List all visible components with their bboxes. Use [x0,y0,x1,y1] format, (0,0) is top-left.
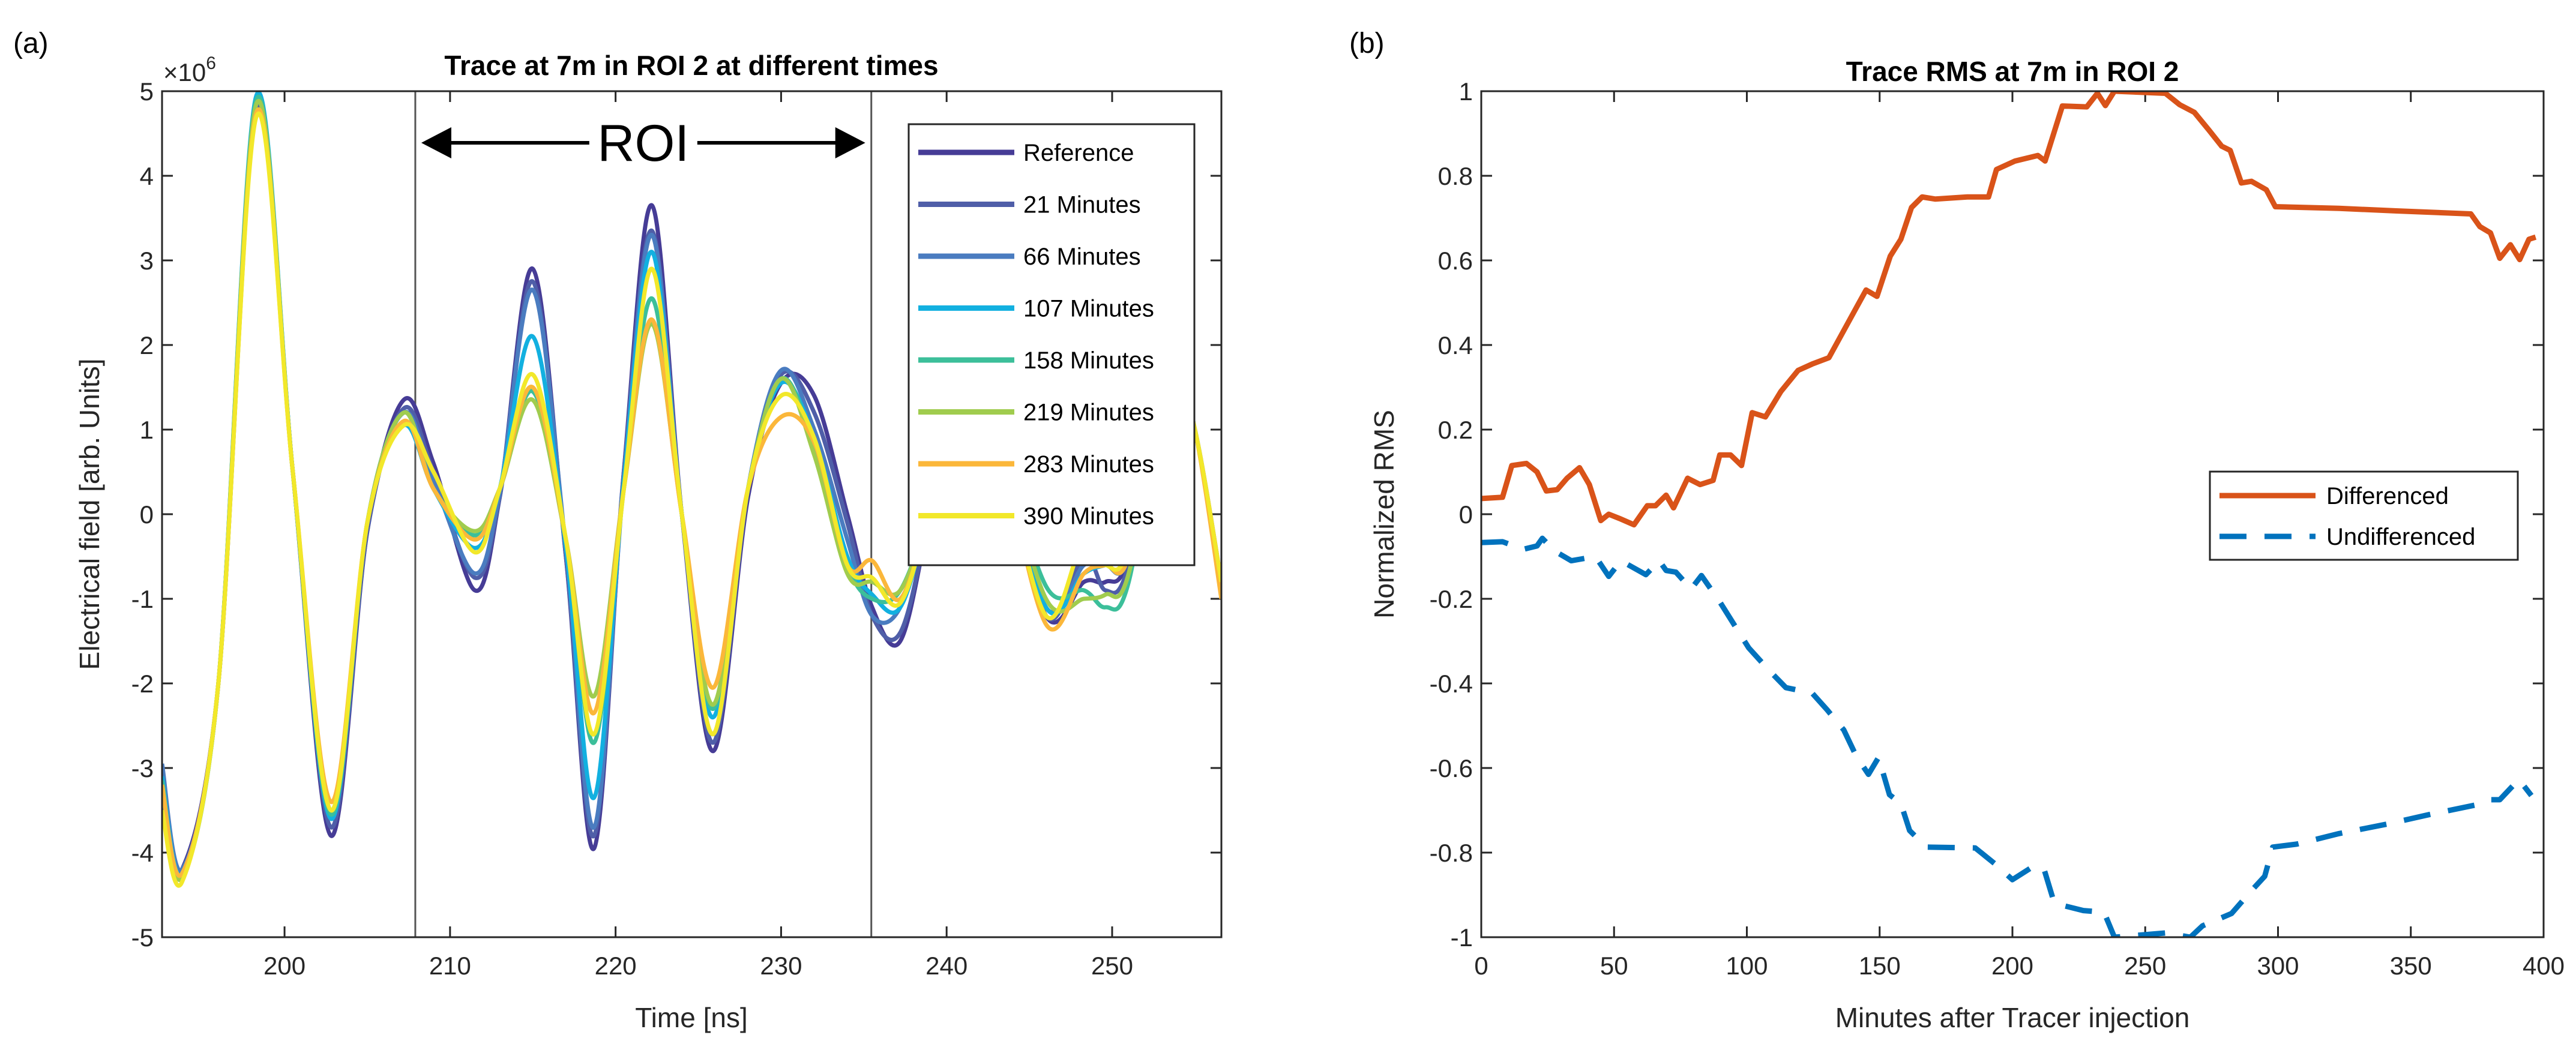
y-tick-label-a: -5 [131,923,154,952]
y-tick-label-b: -0.4 [1430,670,1473,698]
roi-arrow-right-head-icon [835,127,865,159]
x-tick-label-b: 100 [1726,952,1768,980]
x-tick-label-b: 300 [2257,952,2299,980]
y-tick-label-b: -0.8 [1430,839,1473,867]
y-tick-label-b: 0.6 [1438,247,1473,275]
x-tick-label-b: 50 [1600,952,1628,980]
y-tick-label-a: -3 [131,754,154,782]
series-group-b [1481,91,2537,937]
legend-label: Undifferenced [2326,524,2475,550]
x-tick-label-a: 250 [1091,952,1133,980]
legend-label: 390 Minutes [1023,503,1154,530]
y-tick-label-a: -2 [131,670,154,698]
y-tick-label-a: 2 [140,331,154,359]
roi-arrow-left-head-icon [421,127,451,159]
y-tick-label-b: 0.2 [1438,416,1473,444]
x-tick-label-b: 350 [2390,952,2432,980]
panel-label-b: (b) [1349,28,1385,59]
y-tick-label-b: 0.4 [1438,331,1473,359]
x-tick-label-a: 220 [595,952,637,980]
y-multiplier-base: ×10 [163,58,206,86]
legend-label: Differenced [2326,483,2449,509]
legend-label: 66 Minutes [1023,244,1141,270]
x-tick-label-a: 200 [263,952,305,980]
legend-label: 21 Minutes [1023,192,1141,218]
y-tick-label-b: -0.6 [1430,754,1473,782]
legend-a: Reference 21 Minutes 66 Minutes 107 Minutes… [907,123,1196,566]
x-tick-label-a: 240 [925,952,968,980]
roi-annotation-label: ROI [597,115,689,172]
series-line-undifferenced [1481,535,2534,937]
x-tick-label-a: 210 [429,952,471,980]
y-tick-label-a: 1 [140,416,154,444]
panel-label-a: (a) [13,28,49,59]
x-tick-label-b: 250 [2124,952,2166,980]
y-tick-label-b: -0.2 [1430,585,1473,613]
chart-title-b: Trace RMS at 7m in ROI 2 [1846,56,2179,87]
x-tick-label-b: 0 [1474,952,1488,980]
series-line [162,111,1221,888]
legend-label: 158 Minutes [1023,347,1154,374]
legend-b: Differenced Undifferenced [2209,470,2519,561]
y-tick-label-a: -4 [131,839,154,867]
legend-box-a [907,123,1196,566]
axes-frame-a [161,90,1223,938]
legend-label: 283 Minutes [1023,451,1154,478]
axes-b: 0 50 100 150 200 250 300 350 400 -1 -0.8 -0.6 -0.4 -0… [1430,77,2565,980]
x-tick-label-b: 400 [2523,952,2565,980]
x-tick-label-a: 230 [760,952,802,980]
y-tick-label-a: 3 [140,247,154,275]
x-axis-label-b: Minutes after Tracer injection [1835,1002,2190,1033]
y-multiplier-label: ×106 [163,53,216,86]
y-tick-label-b: -1 [1451,923,1473,952]
y-tick-label-b: 0 [1459,500,1473,529]
y-tick-label-a: 0 [140,500,154,529]
y-axis-label-b: Normalized RMS [1368,410,1400,619]
legend-label: 219 Minutes [1023,400,1154,426]
y-tick-label-b: 0.8 [1438,162,1473,190]
legend-label: Reference [1023,140,1134,166]
x-tick-label-b: 150 [1859,952,1901,980]
y-multiplier-exponent: 6 [206,53,216,73]
series-line-differenced [1481,91,2537,528]
legend-box-b [2209,470,2519,561]
x-tick-label-b: 200 [1991,952,2033,980]
x-axis-label-a: Time [ns] [635,1002,747,1033]
y-tick-label-a: 5 [140,77,154,106]
axes-frame-b [1480,90,2545,938]
y-tick-label-b: 1 [1459,77,1473,106]
chart-title-a: Trace at 7m in ROI 2 at different times [444,50,938,81]
axes-a: 200 210 220 230 240 250 -5 -4 -3 -2 -1 0 1 2 3 4 5 ROI Ref… [131,77,1223,980]
y-axis-label-a: Electrical field [arb. Units] [74,359,105,670]
legend-label: 107 Minutes [1023,296,1154,322]
y-tick-label-a: -1 [131,585,154,613]
y-tick-label-a: 4 [140,162,154,190]
